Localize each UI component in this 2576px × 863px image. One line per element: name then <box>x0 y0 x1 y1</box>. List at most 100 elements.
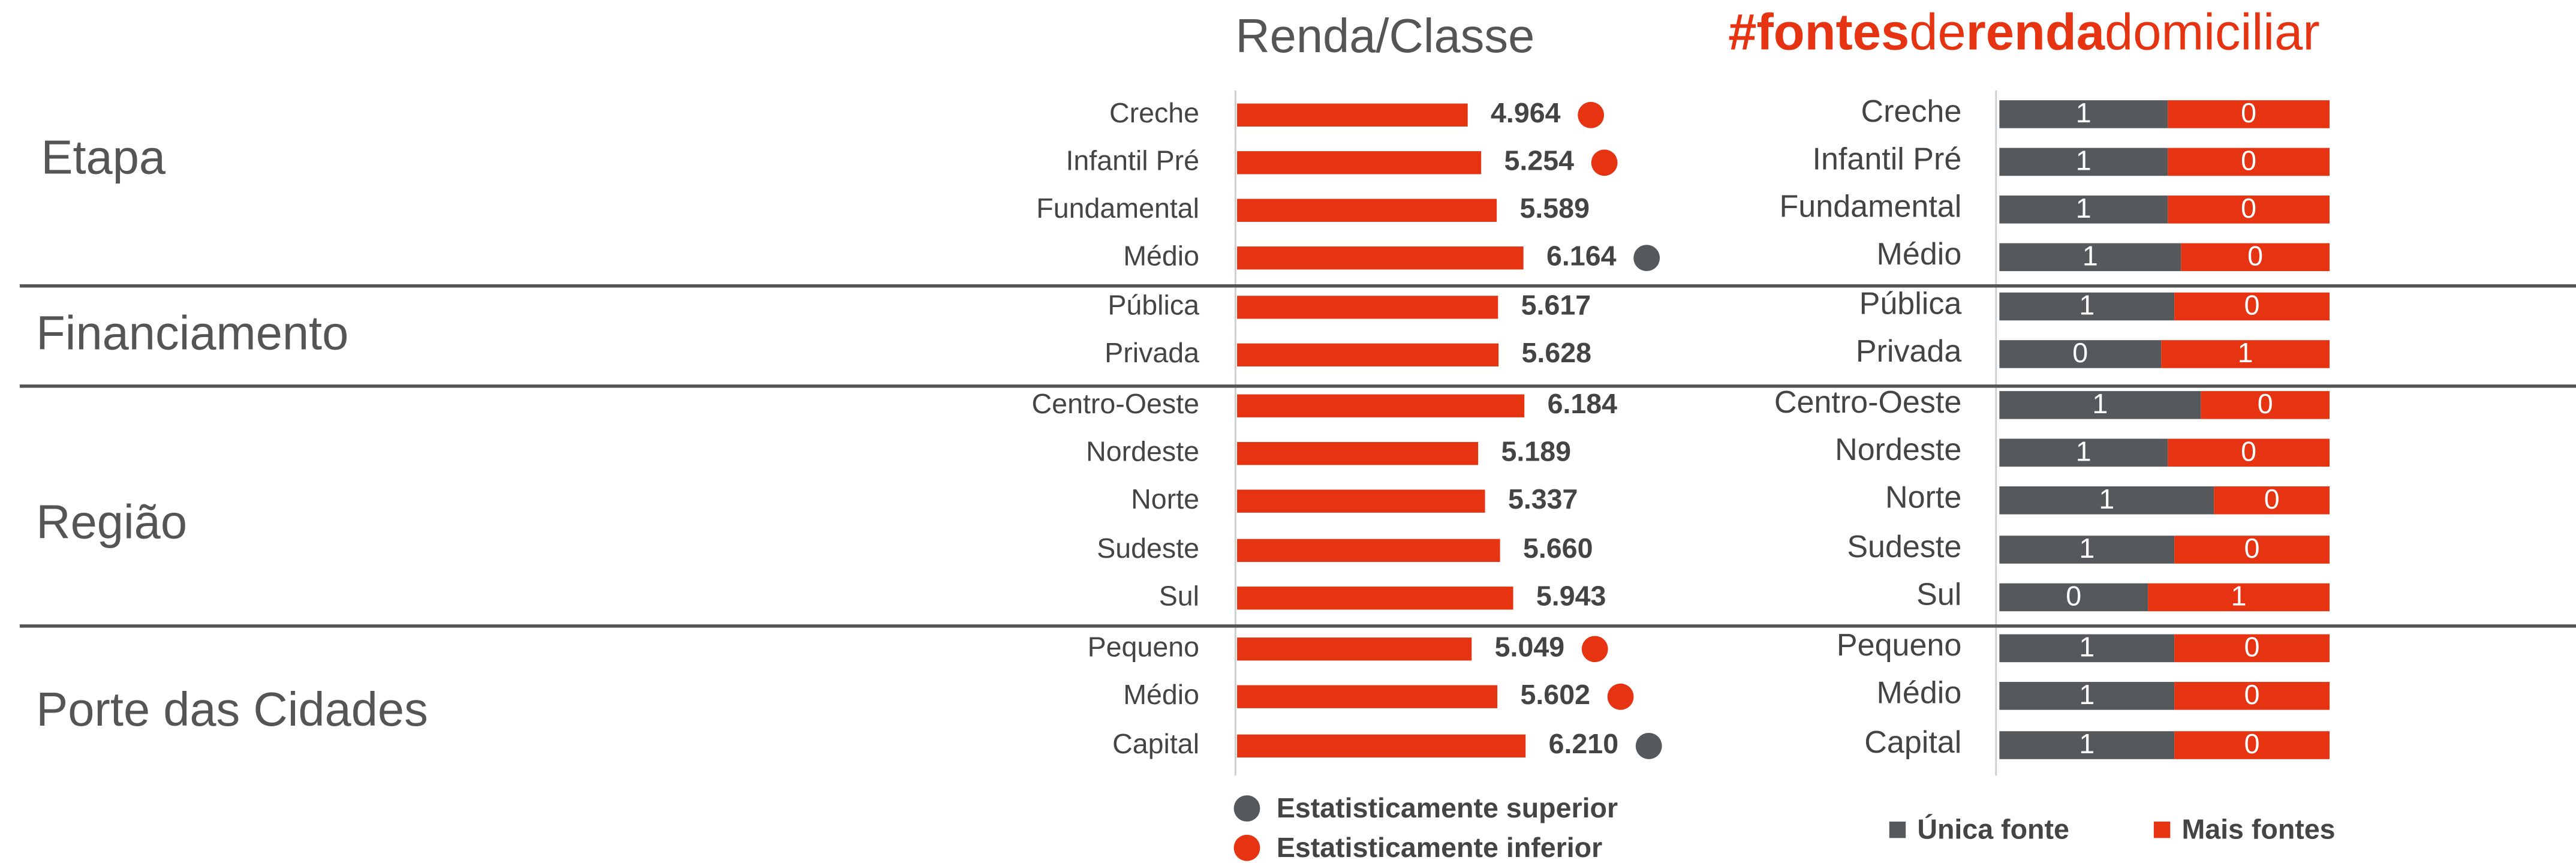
bar <box>1237 343 1499 367</box>
value-label: 4.964 <box>1491 97 1561 128</box>
stack-segment <box>1999 292 2175 321</box>
stack-segment <box>2148 583 2330 612</box>
legend-label: Estatisticamente superior <box>1277 792 1618 823</box>
title-part: #fontes <box>1728 4 1909 61</box>
legend-dot <box>1233 834 1260 861</box>
category-label: Médio <box>1123 240 1199 271</box>
bar-title: Renda/Classe <box>1235 9 1534 62</box>
category-label: Fundamental <box>1780 190 1962 224</box>
stack-segment <box>2201 391 2330 419</box>
category-label: Pública <box>1859 286 1962 321</box>
stack-segment <box>1999 583 2148 612</box>
legend-label: Estatisticamente inferior <box>1277 832 1602 863</box>
significance-dot <box>1578 101 1605 128</box>
value-label: 6.184 <box>1548 388 1618 419</box>
category-label: Centro-Oeste <box>1032 388 1200 419</box>
bar <box>1237 587 1513 610</box>
segment-label: 1 <box>2079 679 2094 710</box>
bar <box>1237 151 1482 175</box>
value-label: 5.628 <box>1521 337 1591 368</box>
legend-label: Mais fontes <box>2181 814 2335 845</box>
stack-segment <box>2168 148 2330 176</box>
stack-segment <box>1999 536 2175 564</box>
value-label: 6.164 <box>1546 240 1617 271</box>
significance-dot <box>1591 149 1618 176</box>
significance-dot <box>1607 683 1634 710</box>
stack-segment <box>1999 731 2175 759</box>
category-label: Privada <box>1105 337 1199 368</box>
value-label: 5.254 <box>1504 145 1575 176</box>
bar <box>1237 296 1498 319</box>
stack-segment <box>2174 682 2330 710</box>
title-part: domiciliar <box>2105 4 2320 61</box>
stack-segment <box>2181 243 2330 272</box>
segment-label: 0 <box>2241 436 2256 467</box>
bar <box>1237 638 1472 661</box>
stack-segment <box>1999 196 2168 224</box>
legend-dot <box>1233 795 1260 822</box>
segment-label: 0 <box>2244 290 2260 321</box>
legend-label: Única fonte <box>1917 814 2069 845</box>
stack-segment <box>1999 148 2168 176</box>
segment-label: 1 <box>2076 193 2092 224</box>
segment-label: 0 <box>2247 240 2263 271</box>
stack-segment <box>1999 100 2168 128</box>
segment-label: 1 <box>2079 290 2094 321</box>
category-label: Sul <box>1159 581 1199 612</box>
stack-segment <box>1999 634 2175 663</box>
segment-label: 0 <box>2241 97 2256 128</box>
segment-label: 0 <box>2241 193 2256 224</box>
segment-label: 1 <box>2092 388 2108 419</box>
category-label: Infantil Pré <box>1813 142 1962 176</box>
legend-swatch <box>2153 821 2171 838</box>
category-label: Centro-Oeste <box>1774 385 1961 420</box>
stack-segment <box>2161 340 2330 368</box>
group-label: Financiamento <box>36 306 348 360</box>
stack-segment <box>1999 391 2201 419</box>
category-label: Privada <box>1856 334 1962 369</box>
segment-label: 0 <box>2241 145 2256 176</box>
segment-label: 0 <box>2066 581 2081 612</box>
stack-segment <box>1999 243 2181 272</box>
category-label: Infantil Pré <box>1066 145 1199 176</box>
segment-label: 1 <box>2231 581 2247 612</box>
stack-segment <box>2168 100 2330 128</box>
bar <box>1237 103 1468 127</box>
segment-label: 1 <box>2076 97 2092 128</box>
category-label: Norte <box>1131 483 1199 515</box>
bar <box>1237 734 1526 758</box>
value-label: 5.617 <box>1521 290 1591 321</box>
stack-segment <box>2214 486 2330 515</box>
title-part: renda <box>1966 4 2105 61</box>
category-label: Médio <box>1123 679 1199 710</box>
legend-swatch <box>1889 821 1906 838</box>
stack-segment <box>2174 634 2330 663</box>
group-label: Etapa <box>41 131 165 184</box>
segment-label: 0 <box>2264 483 2280 515</box>
stack-segment <box>2168 438 2330 467</box>
segment-label: 1 <box>2076 145 2092 176</box>
value-label: 5.337 <box>1508 483 1578 515</box>
value-label: 5.049 <box>1495 632 1565 663</box>
category-label: Fundamental <box>1036 193 1199 224</box>
category-label: Norte <box>1885 480 1961 515</box>
segment-label: 0 <box>2258 388 2273 419</box>
category-label: Médio <box>1877 676 1962 711</box>
group-label: Região <box>36 495 187 549</box>
value-label: 5.660 <box>1523 533 1593 564</box>
value-label: 5.589 <box>1519 193 1590 224</box>
category-label: Nordeste <box>1835 432 1961 467</box>
stack-segment <box>1999 486 2214 515</box>
category-label: Sul <box>1916 577 1961 612</box>
category-label: Capital <box>1864 725 1961 760</box>
bar <box>1237 685 1498 708</box>
stack-segment <box>2174 536 2330 564</box>
value-label: 5.943 <box>1536 581 1606 612</box>
segment-label: 1 <box>2099 483 2114 515</box>
segment-label: 0 <box>2072 337 2088 368</box>
stack-title: #fontesderendadomiciliar <box>1728 4 2319 61</box>
segment-label: 0 <box>2244 679 2260 710</box>
category-label: Médio <box>1877 237 1962 272</box>
